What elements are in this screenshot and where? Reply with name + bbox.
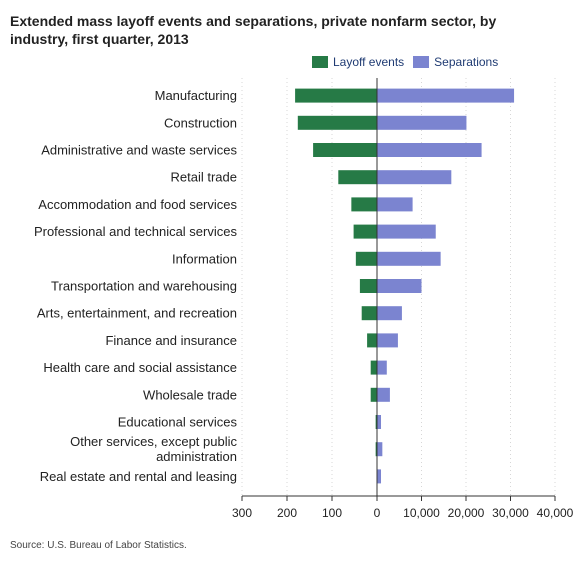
- category-label: Educational services: [118, 415, 238, 430]
- legend: Layoff events Separations: [312, 55, 507, 69]
- bar-layoff-other-services-except-public-administration: [375, 442, 377, 457]
- tick-label-right: 0: [374, 506, 381, 520]
- category-label: Wholesale trade: [143, 387, 237, 402]
- bar-layoff-manufacturing: [295, 88, 377, 103]
- tick-label-left: 300: [232, 506, 252, 520]
- bar-layoff-administrative-and-waste-services: [313, 143, 377, 157]
- tick-label-right: 10,000: [403, 506, 440, 520]
- legend-swatch-layoff-events: [312, 56, 328, 68]
- legend-label-separations: Separations: [434, 55, 499, 69]
- bar-layoff-educational-services: [375, 415, 377, 429]
- bar-layoff-accommodation-and-food-services: [351, 197, 377, 212]
- bar-separations-construction: [377, 115, 467, 130]
- source-note: Source: U.S. Bureau of Labor Statistics.: [10, 540, 187, 551]
- bar-layoff-information: [355, 251, 377, 266]
- category-label: Administrative and waste services: [41, 143, 237, 158]
- bar-separations-wholesale-trade: [377, 387, 390, 402]
- category-label: Transportation and warehousing: [51, 279, 237, 294]
- category-label: Professional and technical services: [34, 224, 238, 239]
- bar-separations-transportation-and-warehousing: [377, 279, 422, 293]
- category-label: Finance and insurance: [105, 333, 237, 348]
- legend-item-separations[interactable]: Separations: [413, 55, 498, 69]
- bar-separations-manufacturing: [377, 88, 515, 103]
- category-label: Information: [172, 251, 237, 266]
- legend-swatch-separations: [413, 56, 430, 68]
- bar-separations-finance-and-insurance: [377, 333, 398, 348]
- category-label: Retail trade: [171, 170, 237, 185]
- bar-separations-administrative-and-waste-services: [377, 143, 482, 157]
- tick-label-right: 30,000: [492, 506, 529, 520]
- category-label: Construction: [164, 115, 237, 130]
- bar-layoff-wholesale-trade: [370, 387, 377, 402]
- bar-separations-health-care-and-social-assistance: [377, 360, 387, 375]
- tick-label-right: 40,000: [537, 506, 574, 520]
- bar-separations-information: [377, 251, 441, 266]
- legend-item-layoff-events[interactable]: Layoff events: [312, 55, 404, 69]
- bar-separations-retail-trade: [377, 170, 452, 185]
- bar-layoff-construction: [297, 115, 377, 130]
- bar-separations-other-services-except-public-administration: [377, 442, 383, 457]
- tick-label-right: 20,000: [448, 506, 485, 520]
- bar-separations-educational-services: [377, 415, 382, 429]
- bar-separations-arts-entertainment-and-recreation: [377, 306, 402, 321]
- category-label: Manufacturing: [155, 88, 237, 103]
- category-label: Arts, entertainment, and recreation: [37, 306, 237, 321]
- bar-layoff-health-care-and-social-assistance: [370, 360, 377, 375]
- tick-label-left: 200: [277, 506, 297, 520]
- bar-separations-accommodation-and-food-services: [377, 197, 413, 212]
- category-label: Real estate and rental and leasing: [40, 469, 237, 484]
- bar-layoff-professional-and-technical-services: [353, 224, 377, 239]
- tick-label-left: 100: [322, 506, 342, 520]
- bar-separations-professional-and-technical-services: [377, 224, 436, 239]
- category-label: Health care and social assistance: [43, 360, 237, 375]
- category-label: Accommodation and food services: [38, 197, 237, 212]
- legend-label-layoff-events: Layoff events: [333, 55, 405, 69]
- chart-title: Extended mass layoff events and separati…: [10, 13, 497, 47]
- bar-layoff-arts-entertainment-and-recreation: [361, 306, 377, 321]
- category-label: Other services, except public administrat…: [70, 434, 237, 464]
- bar-layoff-retail-trade: [338, 170, 377, 185]
- bar-layoff-transportation-and-warehousing: [359, 279, 377, 293]
- bar-separations-real-estate-and-rental-and-leasing: [377, 469, 382, 484]
- bar-layoff-finance-and-insurance: [367, 333, 377, 348]
